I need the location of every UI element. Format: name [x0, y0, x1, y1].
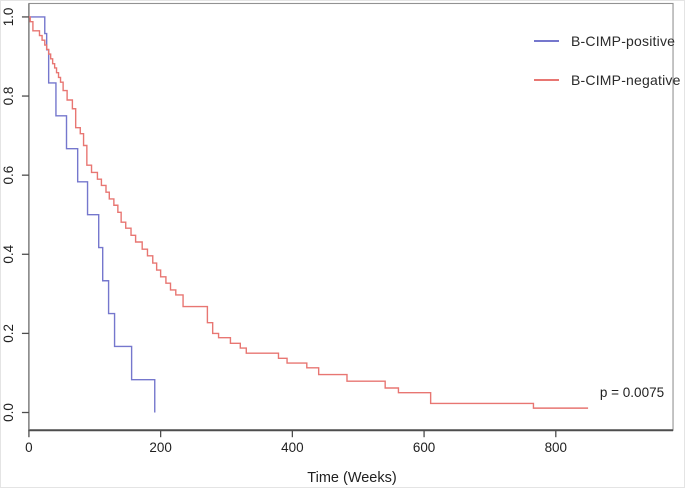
x-tick-label: 0 [25, 440, 32, 455]
y-tick-label: 0.4 [1, 244, 16, 263]
legend-label-positive: B-CIMP-positive [571, 33, 676, 49]
legend-line-negative-icon [534, 79, 559, 81]
legend-line-positive-icon [534, 40, 559, 42]
p-value-annotation: p = 0.0075 [599, 385, 665, 400]
x-tick-label: 400 [281, 440, 303, 455]
y-tick-label: 1.0 [1, 8, 16, 27]
y-tick-label: 0.6 [1, 166, 16, 185]
y-tick-label: 0.0 [1, 403, 16, 422]
x-tick-label: 600 [413, 440, 435, 455]
y-tick-label: 0.8 [1, 87, 16, 106]
legend-item-negative: B-CIMP-negative [534, 68, 681, 92]
x-axis-title: Time (Weeks) [307, 470, 397, 486]
legend-label-negative: B-CIMP-negative [571, 72, 681, 88]
legend: B-CIMP-positive B-CIMP-negative [534, 29, 681, 107]
curve-b-cimp-positive [28, 16, 156, 413]
y-tick-label: 0.2 [1, 324, 16, 343]
x-tick-label: 800 [545, 440, 567, 455]
curve-b-cimp-negative [28, 16, 589, 409]
x-tick-label: 200 [149, 440, 171, 455]
legend-item-positive: B-CIMP-positive [534, 29, 681, 53]
